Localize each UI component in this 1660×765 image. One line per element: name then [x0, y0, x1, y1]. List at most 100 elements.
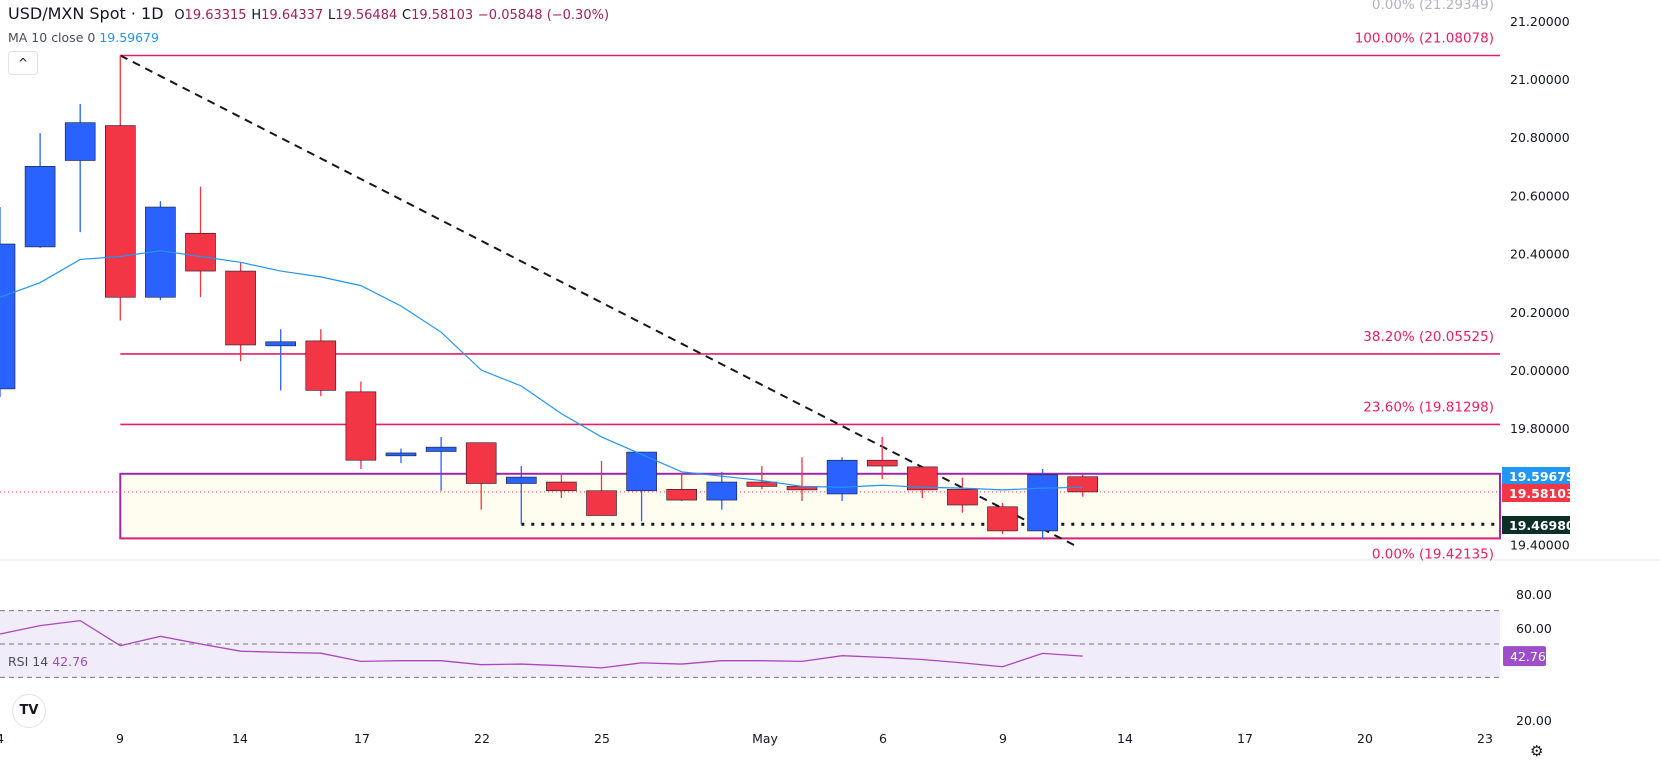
- rsi-value: 42.76: [52, 654, 88, 669]
- rsi-pane: 80.00 60.00 20.00 42.76: [0, 587, 1552, 728]
- time-tick-label: 25: [594, 731, 610, 746]
- time-tick-label: 4: [0, 731, 4, 746]
- time-tick-label: 9: [999, 731, 1007, 746]
- candle-body: [626, 451, 657, 492]
- price-tick-label: 19.40000: [1510, 538, 1570, 553]
- time-tick-label: 14: [1117, 731, 1133, 746]
- price-tick-label: 21.00000: [1510, 72, 1570, 87]
- price-tick-label: 20.20000: [1510, 305, 1570, 320]
- candle-body: [586, 490, 617, 516]
- chevron-up-icon[interactable]: ^: [8, 51, 38, 75]
- candle: [305, 329, 337, 397]
- high-label: H: [251, 8, 262, 23]
- candle-body: [906, 466, 938, 491]
- open-label: O: [174, 8, 185, 23]
- fib-level-label: 23.60% (19.81298): [1363, 399, 1494, 415]
- candle-body: [866, 459, 898, 467]
- candle-body: [385, 452, 417, 457]
- candle: [0, 207, 16, 398]
- settings-gear-icon[interactable]: ⚙: [1530, 742, 1544, 760]
- time-axis[interactable]: 4 9 14 17 22 25 May 6 9 14 17 20 23: [0, 731, 1493, 746]
- candle: [866, 436, 898, 480]
- candle-body: [706, 481, 738, 501]
- fib-level-label: 0.00% (21.29349): [1372, 0, 1494, 13]
- time-tick-label: 20: [1357, 731, 1373, 746]
- candle-body: [666, 489, 698, 501]
- high-value: 19.64337: [261, 8, 324, 23]
- price-tag-label: 19.46980: [1509, 518, 1575, 533]
- candle-body: [546, 481, 577, 492]
- candle-body: [987, 506, 1018, 532]
- low-value: 19.56484: [335, 8, 398, 23]
- price-tag-label: 19.59679: [1509, 469, 1575, 484]
- symbol-legend: USD/MXN Spot · 1D O19.63315 H19.64337 L1…: [8, 4, 609, 23]
- fib-level-label: 100.00% (21.08078): [1355, 30, 1494, 46]
- candle: [385, 448, 417, 464]
- candle: [105, 55, 136, 321]
- price-tick-label: 20.60000: [1510, 188, 1570, 203]
- candle: [505, 466, 537, 525]
- price-tick-label: 19.80000: [1510, 421, 1570, 436]
- price-tick-label: 20.80000: [1510, 130, 1570, 145]
- candle: [425, 436, 457, 491]
- time-tick-label: May: [752, 731, 778, 746]
- drawings-layer: 0.00% (21.29349) 100.00% (21.08078) 38.20%…: [0, 0, 1501, 562]
- candle: [546, 473, 577, 499]
- candle: [185, 186, 216, 298]
- candle: [987, 502, 1018, 534]
- rsi-tick-label: 20.00: [1516, 713, 1552, 728]
- price-axis[interactable]: 21.20000 21.00000 20.80000 20.60000 20.40000…: [0, 14, 1660, 561]
- candle: [225, 262, 256, 362]
- time-tick-label: 6: [879, 731, 887, 746]
- candle: [1067, 473, 1098, 497]
- rsi-tick-label: 60.00: [1516, 621, 1552, 636]
- time-tick-label: 17: [354, 731, 370, 746]
- candle-body: [345, 391, 377, 461]
- candle-body: [465, 442, 497, 484]
- ma-label: MA 10 close 0: [8, 30, 96, 45]
- close-value: 19.58103: [411, 8, 474, 23]
- time-tick-label: 22: [474, 731, 490, 746]
- rsi-label: RSI 14: [8, 654, 49, 669]
- ma-legend[interactable]: MA 10 close 0 19.59679: [8, 30, 159, 45]
- candle: [64, 104, 96, 233]
- symbol-title[interactable]: USD/MXN Spot · 1D: [8, 4, 164, 23]
- fib-level-label: 0.00% (19.42135): [1372, 546, 1494, 562]
- downtrend-line: [119, 54, 1077, 547]
- price-tag-label: 19.58103: [1509, 486, 1575, 501]
- candle: [24, 133, 56, 248]
- change-value: −0.05848 (−0.30%): [477, 8, 610, 23]
- candle: [345, 381, 377, 469]
- candle-body: [305, 340, 337, 391]
- candle-body: [105, 125, 136, 298]
- open-value: 19.63315: [184, 8, 247, 23]
- candle: [746, 466, 778, 490]
- fib-level-label: 38.20% (20.05525): [1363, 329, 1494, 345]
- price-tag-ma: [1502, 467, 1570, 485]
- candles-layer: [0, 55, 1098, 539]
- candle-body: [1027, 474, 1058, 532]
- candle-body: [225, 270, 256, 346]
- time-tick-label: 14: [232, 731, 248, 746]
- candle-body: [1067, 476, 1098, 493]
- price-tick-label: 21.20000: [1510, 14, 1570, 29]
- rsi-line: [0, 619, 1083, 669]
- price-tags: 19.59679 19.58103 19.46980: [1502, 467, 1575, 534]
- candle: [1027, 468, 1058, 539]
- ma-line: [0, 250, 1083, 491]
- price-tag-last: [1502, 484, 1570, 502]
- time-tick-label: 17: [1237, 731, 1253, 746]
- tradingview-logo-icon[interactable]: TV: [12, 694, 46, 728]
- candle-body: [826, 459, 858, 495]
- candle: [947, 477, 978, 513]
- low-label: L: [327, 8, 336, 23]
- candle-body: [0, 243, 16, 390]
- candle: [906, 466, 938, 499]
- rsi-tick-label: 80.00: [1516, 587, 1552, 602]
- candle-body: [185, 232, 216, 272]
- price-tag-support: [1502, 516, 1570, 534]
- price-tick-label: 20.00000: [1510, 363, 1570, 378]
- rsi-legend[interactable]: RSI 14 42.76: [8, 654, 88, 669]
- rsi-last-tag-label: 42.76: [1510, 649, 1546, 664]
